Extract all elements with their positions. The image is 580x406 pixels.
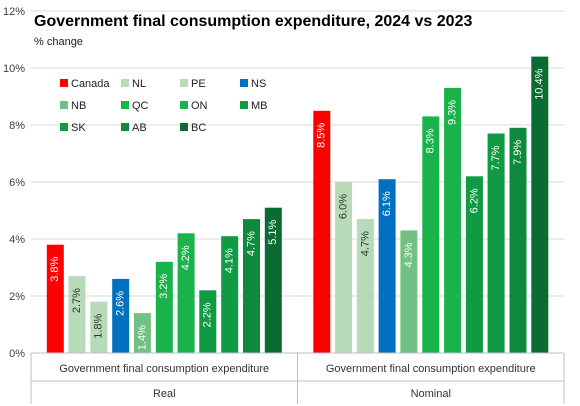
bar-sk [487, 133, 505, 353]
data-label: 7.7% [490, 145, 502, 170]
legend-label: NL [132, 78, 146, 90]
bar-canada [313, 110, 331, 354]
legend-swatch [60, 79, 68, 87]
legend: Canada NL PE NS NB QC ON MB SK AB BC [60, 78, 268, 134]
chart-title: Government final consumption expenditure… [34, 13, 472, 30]
data-label: 4.7% [359, 231, 371, 256]
bar-mb [199, 290, 217, 353]
data-label: 8.3% [425, 128, 437, 153]
y-tick-label: 10% [3, 63, 25, 75]
legend-swatch [121, 123, 129, 131]
bar-nb [400, 230, 418, 353]
legend-label: Canada [71, 78, 110, 90]
data-label: 2.6% [115, 291, 127, 316]
x-axis: Government final consumption expenditure… [30, 352, 565, 404]
y-tick-label: 12% [3, 6, 25, 18]
gridlines [31, 10, 564, 297]
data-label: 6.0% [338, 194, 350, 219]
data-label: 3.2% [158, 274, 170, 299]
y-axis: 0% 2% 4% 6% 8% 10% 12% [3, 6, 25, 360]
category-label: Government final consumption expenditure [326, 363, 536, 375]
bar-pe [356, 219, 374, 353]
legend-swatch [121, 79, 129, 87]
data-label: 4.3% [403, 242, 415, 267]
bar-sk [221, 236, 239, 353]
data-label: 10.4% [534, 68, 546, 99]
data-label: 6.2% [468, 188, 480, 213]
legend-swatch [180, 123, 188, 131]
legend-label: BC [191, 122, 206, 134]
bar-nb [133, 313, 151, 353]
legend-swatch [121, 101, 129, 109]
bar-canada [46, 244, 64, 353]
y-tick-label: 6% [9, 177, 25, 189]
bar-pe [90, 301, 108, 353]
bar-qc [155, 261, 173, 353]
bar-ab [509, 127, 527, 353]
legend-label: ON [191, 100, 208, 112]
bars [46, 56, 549, 354]
legend-label: NB [71, 100, 86, 112]
legend-swatch [60, 123, 68, 131]
legend-label: QC [132, 100, 149, 112]
category-group-label: Real [153, 388, 176, 400]
legend-label: MB [251, 100, 268, 112]
bar-qc [422, 116, 440, 354]
legend-swatch [240, 101, 248, 109]
data-label: 5.1% [267, 219, 279, 244]
bar-nl [68, 276, 86, 353]
y-tick-label: 2% [9, 291, 25, 303]
data-label: 3.8% [49, 256, 61, 281]
legend-swatch [180, 101, 188, 109]
bar-on [444, 87, 462, 354]
legend-label: PE [191, 78, 206, 90]
bar-ns [112, 278, 130, 353]
y-tick-label: 8% [9, 120, 25, 132]
data-label: 4.1% [224, 248, 236, 273]
data-label: 8.5% [316, 123, 328, 148]
legend-label: AB [132, 122, 147, 134]
legend-label: SK [71, 122, 86, 134]
bar-bc [264, 207, 282, 353]
data-label: 4.2% [180, 245, 192, 270]
y-tick-label: 0% [9, 348, 25, 360]
legend-swatch [180, 79, 188, 87]
data-labels: 3.8% 2.7% 1.8% 2.6% 1.4% 3.2% 4.2% 2.2% 4.1% 4.7%… [49, 68, 546, 350]
data-label: 6.1% [381, 191, 393, 216]
data-label: 2.2% [202, 302, 214, 327]
legend-label: NS [251, 78, 266, 90]
bar-on [177, 233, 195, 353]
bar-nl [335, 182, 353, 353]
category-group-label: Nominal [411, 388, 451, 400]
bar-mb [465, 176, 483, 353]
data-label: 7.9% [512, 140, 524, 165]
data-label: 2.7% [71, 288, 83, 313]
data-label: 1.8% [93, 313, 105, 338]
bar-ns [378, 179, 396, 353]
legend-swatch [240, 79, 248, 87]
bar-ab [243, 219, 260, 353]
data-label: 9.3% [447, 100, 459, 125]
y-tick-label: 4% [9, 234, 25, 246]
chart-subtitle: % change [34, 36, 83, 48]
category-label: Government final consumption expenditure [59, 363, 269, 375]
bar-bc [531, 56, 549, 353]
data-label: 1.4% [136, 325, 148, 350]
legend-swatch [60, 101, 68, 109]
data-label: 4.7% [245, 231, 257, 256]
